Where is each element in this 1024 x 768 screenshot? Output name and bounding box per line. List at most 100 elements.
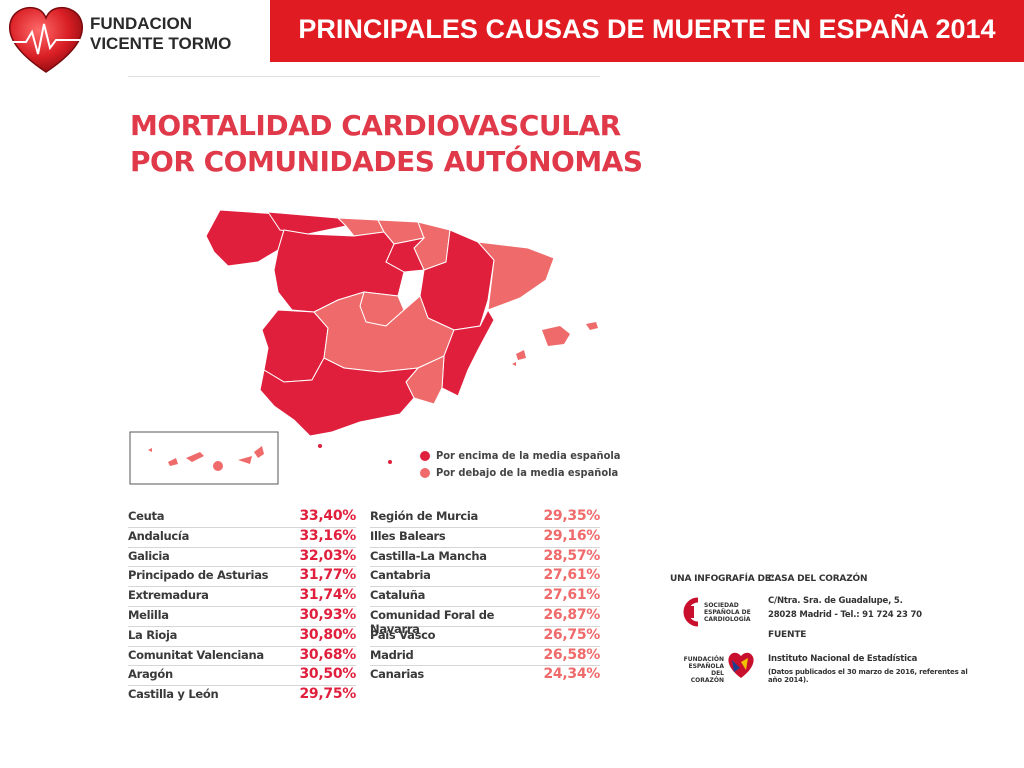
region-value: 33,16%	[299, 527, 356, 544]
region-baleares-ibiza	[516, 350, 526, 360]
region-value: 30,80%	[299, 626, 356, 643]
fec-logo-icon	[728, 652, 754, 678]
legend-item-below: Por debajo de la media española	[420, 464, 620, 481]
region-name: Castilla-La Mancha	[370, 548, 487, 563]
title-bar: PRINCIPALES CAUSAS DE MUERTE EN ESPAÑA 2…	[270, 0, 1024, 62]
sec-logo-icon	[683, 597, 699, 627]
infografia-label: UNA INFOGRAFÍA DE:	[670, 574, 775, 584]
table-row: La Rioja 30,80%	[128, 627, 356, 647]
region-baleares-formentera	[512, 362, 516, 366]
region-canarias-6	[254, 446, 264, 458]
page-title: PRINCIPALES CAUSAS DE MUERTE EN ESPAÑA 2…	[298, 14, 996, 44]
fec-line-2: ESPAÑOLA	[688, 663, 725, 670]
region-name: Cantabria	[370, 568, 431, 583]
table-row: Castilla-La Mancha 28,57%	[370, 548, 600, 568]
spain-map	[129, 209, 598, 485]
region-value: 27,61%	[543, 587, 600, 604]
canarias-inset-box	[129, 431, 279, 485]
region-name: País Vasco	[370, 627, 436, 642]
table-row: Castilla y León 29,75%	[128, 686, 356, 706]
table-row: Comunidad Foral de Navarra 26,87%	[370, 607, 600, 636]
casa-label: CASA DEL CORAZÓN	[768, 574, 868, 584]
region-value: 27,61%	[543, 567, 600, 584]
legend-item-above: Por encima de la media española	[420, 447, 620, 464]
region-canarias-2	[168, 458, 178, 466]
region-name: Región de Murcia	[370, 509, 478, 523]
sec-line-2: ESPAÑOLA DE	[704, 609, 751, 616]
logo-text: FUNDACION VICENTE TORMO	[90, 14, 231, 54]
region-name: Madrid	[370, 647, 414, 662]
region-castilla-y-leon	[273, 229, 405, 313]
region-ceuta	[318, 444, 322, 448]
table-row: Cataluña 27,61%	[370, 587, 600, 607]
region-value: 32,03%	[299, 547, 356, 564]
table-row: Andalucía 33,16%	[128, 528, 356, 548]
logo-line-1: FUNDACION	[90, 14, 192, 33]
fec-logo-text: FUNDACIÓN ESPAÑOLA DEL CORAZÓN	[676, 656, 724, 684]
source-note: (Datos publicados el 30 marzo de 2016, r…	[768, 668, 968, 684]
region-value: 30,68%	[299, 646, 356, 663]
legend: Por encima de la media española Por deba…	[420, 447, 620, 481]
address-line-1: C/Ntra. Sra. de Guadalupe, 5.	[768, 596, 903, 606]
logo-line-2: VICENTE TORMO	[90, 34, 232, 53]
region-name: La Rioja	[128, 627, 178, 642]
region-value: 30,93%	[299, 606, 356, 623]
region-canarias-3	[186, 452, 204, 462]
table-row: Madrid 26,58%	[370, 647, 600, 667]
legend-below-icon	[420, 467, 430, 478]
region-name: Cataluña	[370, 588, 426, 603]
source-name: Instituto Nacional de Estadística	[768, 654, 918, 664]
sec-line-3: CARDIOLOGÍA	[704, 616, 751, 623]
region-baleares-mallorca	[542, 326, 570, 346]
table-row: Principado de Asturias 31,77%	[128, 567, 356, 588]
region-name: Ceuta	[128, 509, 165, 523]
region-name: Andalucía	[128, 528, 190, 543]
region-canarias-5	[238, 456, 252, 464]
region-name: Melilla	[128, 607, 169, 622]
sec-logo-text: SOCIEDAD ESPAÑOLA DE CARDIOLOGÍA	[704, 602, 751, 623]
region-name: Aragón	[128, 667, 173, 682]
sec-line-1: SOCIEDAD	[704, 602, 739, 609]
region-name: Canarias	[370, 667, 424, 682]
region-value: 26,75%	[543, 626, 600, 643]
region-name: Illes Balears	[370, 528, 446, 543]
mortality-table-left: Ceuta 33,40% Andalucía 33,16% Galicia 32,03…	[128, 508, 356, 706]
table-row: Comunitat Valenciana 30,68%	[128, 647, 356, 667]
legend-above-icon	[420, 450, 430, 461]
region-value: 29,75%	[299, 686, 356, 703]
region-cataluna	[476, 241, 555, 311]
sec-logo: SOCIEDAD ESPAÑOLA DE CARDIOLOGÍA	[676, 594, 756, 630]
table-row: Melilla 30,93%	[128, 607, 356, 627]
region-value: 29,16%	[543, 527, 600, 544]
mortality-table-right: Región de Murcia 29,35% Illes Balears 29,1…	[370, 508, 600, 686]
legend-below-label: Por debajo de la media española	[436, 466, 619, 479]
region-name: Extremadura	[128, 588, 209, 603]
region-melilla	[388, 460, 392, 464]
legend-above-label: Por encima de la media española	[436, 449, 621, 462]
credits: UNA INFOGRAFÍA DE: CASA DEL CORAZÓN C/Nt…	[668, 572, 968, 692]
region-name: Comunitat Valenciana	[128, 647, 264, 662]
region-andalucia	[259, 357, 420, 437]
table-row: Región de Murcia 29,35%	[370, 508, 600, 528]
region-value: 28,57%	[543, 547, 600, 564]
infographic-title: MORTALIDAD CARDIOVASCULAR POR COMUNIDADE…	[130, 108, 643, 180]
address-line-2: 28028 Madrid - Tel.: 91 724 23 70	[768, 610, 922, 620]
region-value: 29,35%	[543, 508, 600, 524]
table-row: Galicia 32,03%	[128, 548, 356, 568]
region-value: 31,74%	[299, 587, 356, 604]
region-value: 24,34%	[543, 666, 600, 683]
region-value: 30,50%	[299, 666, 356, 683]
region-value: 26,58%	[543, 646, 600, 663]
region-name: Comunidad Foral de Navarra	[370, 607, 495, 636]
region-asturias	[267, 211, 348, 235]
table-row: Illes Balears 29,16%	[370, 528, 600, 548]
region-canarias-1	[148, 448, 152, 452]
region-baleares-menorca	[586, 322, 598, 330]
fec-logo: FUNDACIÓN ESPAÑOLA DEL CORAZÓN	[672, 644, 756, 684]
fec-line-1: FUNDACIÓN	[683, 656, 724, 663]
region-name: Castilla y León	[128, 687, 219, 702]
fundacion-logo: FUNDACION VICENTE TORMO	[6, 4, 246, 76]
table-row: País Vasco 26,75%	[370, 627, 600, 647]
divider	[128, 76, 600, 77]
table-row: Ceuta 33,40%	[128, 508, 356, 528]
